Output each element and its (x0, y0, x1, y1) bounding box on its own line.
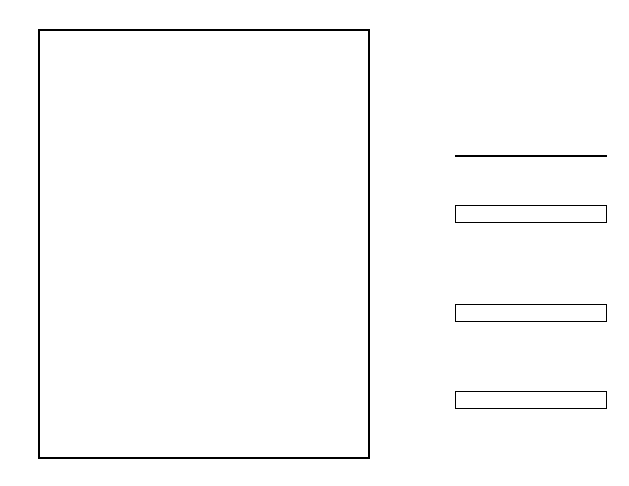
most-unstable-table (455, 304, 607, 322)
most-unstable-title (456, 305, 606, 321)
hodograph-table (455, 391, 607, 409)
hodograph-title (456, 392, 606, 408)
basic-indices-table (455, 155, 607, 157)
plot-frame (38, 29, 370, 459)
surface-title (456, 206, 606, 222)
surface-table (455, 205, 607, 223)
